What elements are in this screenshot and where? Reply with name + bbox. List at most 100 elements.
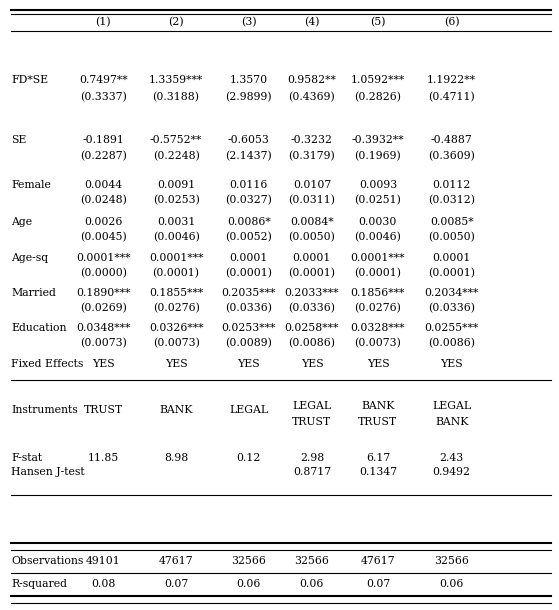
Text: (2.1437): (2.1437) (225, 151, 272, 161)
Text: 0.0116: 0.0116 (230, 180, 268, 190)
Text: 0.0112: 0.0112 (433, 180, 471, 190)
Text: Education: Education (11, 323, 67, 333)
Text: 0.0001: 0.0001 (433, 253, 471, 263)
Text: BANK: BANK (361, 401, 395, 411)
Text: 0.0001***: 0.0001*** (149, 253, 203, 263)
Text: 0.2034***: 0.2034*** (424, 288, 479, 298)
Text: YES: YES (301, 359, 323, 369)
Text: 0.0348***: 0.0348*** (76, 323, 131, 333)
Text: -0.6053: -0.6053 (228, 135, 269, 145)
Text: (0.3609): (0.3609) (428, 151, 475, 161)
Text: (0.0336): (0.0336) (428, 303, 475, 313)
Text: 0.2035***: 0.2035*** (221, 288, 276, 298)
Text: 2.98: 2.98 (300, 453, 324, 463)
Text: 2.43: 2.43 (439, 453, 464, 463)
Text: (0.0086): (0.0086) (428, 338, 475, 348)
Text: 0.0026: 0.0026 (84, 217, 122, 227)
Text: 0.12: 0.12 (236, 453, 261, 463)
Text: 0.0253***: 0.0253*** (221, 323, 276, 333)
Text: (0.2826): (0.2826) (354, 92, 401, 102)
Text: 0.0107: 0.0107 (293, 180, 331, 190)
Text: 0.2033***: 0.2033*** (285, 288, 339, 298)
Text: 0.9582**: 0.9582** (287, 75, 337, 85)
Text: (0.0253): (0.0253) (153, 195, 200, 205)
Text: LEGAL: LEGAL (292, 401, 331, 411)
Text: (0.4711): (0.4711) (428, 92, 475, 102)
Text: 0.0044: 0.0044 (84, 180, 122, 190)
Text: -0.4887: -0.4887 (431, 135, 472, 145)
Text: (3): (3) (241, 18, 257, 27)
Text: 1.3359***: 1.3359*** (149, 75, 203, 85)
Text: (0.2248): (0.2248) (153, 151, 200, 161)
Text: BANK: BANK (159, 405, 193, 415)
Text: (0.0089): (0.0089) (225, 338, 272, 348)
Text: SE: SE (11, 135, 27, 145)
Text: 0.06: 0.06 (300, 579, 324, 589)
Text: 1.0592***: 1.0592*** (350, 75, 405, 85)
Text: YES: YES (165, 359, 187, 369)
Text: 0.0001***: 0.0001*** (350, 253, 405, 263)
Text: (0.0045): (0.0045) (80, 232, 127, 242)
Text: 0.9492: 0.9492 (433, 467, 471, 477)
Text: 32566: 32566 (231, 556, 266, 566)
Text: 0.06: 0.06 (236, 579, 261, 589)
Text: 0.0001: 0.0001 (293, 253, 331, 263)
Text: 0.08: 0.08 (91, 579, 116, 589)
Text: Fixed Effects: Fixed Effects (11, 359, 83, 369)
Text: 47617: 47617 (159, 556, 193, 566)
Text: (1): (1) (96, 18, 111, 27)
Text: (0.0052): (0.0052) (225, 232, 272, 242)
Text: (0.0311): (0.0311) (288, 195, 335, 205)
Text: LEGAL: LEGAL (229, 405, 268, 415)
Text: 49101: 49101 (86, 556, 121, 566)
Text: 1.3570: 1.3570 (230, 75, 268, 85)
Text: (0.0276): (0.0276) (153, 303, 200, 313)
Text: 0.0258***: 0.0258*** (285, 323, 339, 333)
Text: 0.1856***: 0.1856*** (350, 288, 405, 298)
Text: R-squared: R-squared (11, 579, 67, 589)
Text: -0.3932**: -0.3932** (352, 135, 404, 145)
Text: TRUST: TRUST (358, 417, 397, 427)
Text: Observations: Observations (11, 556, 83, 566)
Text: 0.0030: 0.0030 (359, 217, 397, 227)
Text: (0.0050): (0.0050) (428, 232, 475, 242)
Text: TRUST: TRUST (292, 417, 331, 427)
Text: 0.0085*: 0.0085* (430, 217, 473, 227)
Text: (6): (6) (444, 18, 459, 27)
Text: -0.3232: -0.3232 (291, 135, 333, 145)
Text: YES: YES (367, 359, 389, 369)
Text: YES: YES (92, 359, 115, 369)
Text: (0.3188): (0.3188) (153, 92, 200, 102)
Text: 0.1347: 0.1347 (359, 467, 397, 477)
Text: (0.2287): (0.2287) (80, 151, 127, 161)
Text: 32566: 32566 (295, 556, 329, 566)
Text: 0.0328***: 0.0328*** (350, 323, 405, 333)
Text: 11.85: 11.85 (88, 453, 119, 463)
Text: F-stat: F-stat (11, 453, 42, 463)
Text: YES: YES (238, 359, 260, 369)
Text: (0.0276): (0.0276) (354, 303, 401, 313)
Text: (0.0248): (0.0248) (80, 195, 127, 205)
Text: (0.1969): (0.1969) (354, 151, 401, 161)
Text: TRUST: TRUST (84, 405, 123, 415)
Text: (0.0001): (0.0001) (354, 268, 401, 278)
Text: (0.0001): (0.0001) (428, 268, 475, 278)
Text: (0.0046): (0.0046) (153, 232, 200, 242)
Text: YES: YES (440, 359, 463, 369)
Text: Married: Married (11, 288, 56, 298)
Text: (4): (4) (304, 18, 320, 27)
Text: (0.3337): (0.3337) (80, 92, 127, 102)
Text: -0.1891: -0.1891 (83, 135, 124, 145)
Text: (0.0336): (0.0336) (225, 303, 272, 313)
Text: (0.0050): (0.0050) (288, 232, 335, 242)
Text: (0.0046): (0.0046) (354, 232, 401, 242)
Text: 0.1890***: 0.1890*** (76, 288, 131, 298)
Text: Age-sq: Age-sq (11, 253, 48, 263)
Text: (0.4369): (0.4369) (288, 92, 335, 102)
Text: (5): (5) (370, 18, 386, 27)
Text: 0.0255***: 0.0255*** (424, 323, 479, 333)
Text: (2): (2) (168, 18, 184, 27)
Text: (0.0269): (0.0269) (80, 303, 127, 313)
Text: FD*SE: FD*SE (11, 75, 48, 85)
Text: (0.0000): (0.0000) (80, 268, 127, 278)
